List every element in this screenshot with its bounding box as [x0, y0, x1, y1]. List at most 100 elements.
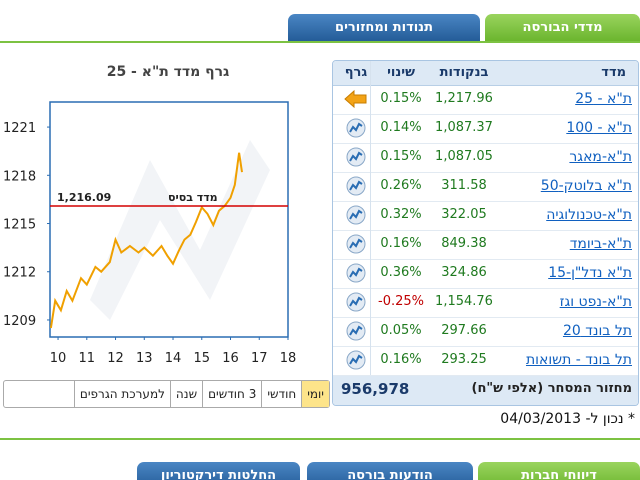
tab[interactable]: תנודות ומחזורים [288, 14, 480, 41]
index-link[interactable]: ת"א-נפט וגז [559, 294, 632, 310]
column-header: שינוי [387, 65, 415, 80]
graph-icon[interactable] [343, 232, 369, 256]
x-tick-label: 14 [165, 351, 182, 366]
table-row: ת"א-ביומד 849.38 0.16% [333, 230, 638, 260]
x-tick-label: 13 [136, 351, 153, 366]
index-points: 1,154.76 [435, 294, 493, 309]
index-link[interactable]: תל בונד 20 [562, 323, 632, 339]
table-row: תל בונד 20 297.66 0.05% [333, 317, 638, 347]
y-tick-label: 1215 [3, 218, 36, 233]
y-tick-label: 1218 [3, 169, 36, 184]
y-tick-label: 1212 [3, 266, 36, 281]
y-tick-label: 1209 [3, 314, 36, 329]
index-change: 0.16% [380, 236, 422, 251]
index-change: 0.36% [380, 265, 422, 280]
icon-zigzag [349, 209, 363, 220]
tab[interactable]: החלטות דירקטוריון [137, 462, 300, 480]
index-change: 0.15% [380, 91, 422, 106]
index-change: -0.25% [378, 294, 424, 309]
index-change: 0.32% [380, 207, 422, 222]
graph-icon[interactable] [343, 87, 369, 111]
graph-icon[interactable] [343, 348, 369, 372]
index-link[interactable]: ת"א נדל"ן-15 [548, 265, 632, 281]
watermark [90, 140, 270, 320]
index-link[interactable]: ת"א - 100 [566, 120, 632, 136]
range-button[interactable]: שנה [169, 381, 202, 407]
graph-icon[interactable] [343, 203, 369, 227]
table-row: ת"א-נפט וגז 1,154.76 -0.25% [333, 288, 638, 318]
tab[interactable]: דיווחי חברות [478, 462, 640, 480]
icon-zigzag [349, 354, 363, 365]
table-row: ת"א-טכנולוגיה 322.05 0.32% [333, 201, 638, 231]
index-points: 1,087.05 [435, 149, 493, 164]
indices-table: מדד בנקודות שינוי גרף מחזור המסחר (אלפי ש"ח… [332, 60, 639, 406]
turnover-value: 956,978 [341, 380, 410, 398]
range-button[interactable]: חודשי [261, 381, 301, 407]
range-button[interactable]: למערכת הגרפים [73, 381, 170, 407]
index-link[interactable]: תל בונד - תשואות [525, 352, 632, 368]
tab[interactable]: מדדי הבורסה [485, 14, 640, 41]
index-change: 0.14% [380, 120, 422, 135]
column-header: מדד [601, 65, 626, 80]
range-button[interactable]: 3 חודשים [202, 381, 261, 407]
icon-zigzag [349, 325, 363, 336]
baseline-text: מדד בסיס [168, 191, 218, 204]
column-header: בנקודות [439, 65, 489, 80]
table-row: ת"א-מאגר 1,087.05 0.15% [333, 143, 638, 173]
table-footer: מחזור המסחר (אלפי ש"ח) 956,978 [333, 375, 638, 405]
index-points: 297.66 [441, 323, 487, 338]
index-change: 0.26% [380, 178, 422, 193]
x-tick-label: 17 [251, 351, 268, 366]
series-line [49, 152, 243, 329]
table-row: ת"א - 25 1,217.96 0.15% [333, 85, 638, 115]
range-button[interactable]: יומי [301, 381, 329, 407]
graph-icon[interactable] [343, 174, 369, 198]
arrow-icon [344, 89, 367, 109]
index-link[interactable]: ת"א-טכנולוגיה [546, 207, 632, 223]
column-header: גרף [344, 65, 368, 80]
graph-icon[interactable] [343, 116, 369, 140]
x-tick-label: 10 [50, 351, 67, 366]
icon-zigzag [349, 296, 363, 307]
graph-icon[interactable] [343, 145, 369, 169]
as-of-date: * נכון ל- 04/03/2013 [500, 411, 635, 427]
table-row: ת"א נדל"ן-15 324.86 0.36% [333, 259, 638, 289]
graph-icon[interactable] [343, 290, 369, 314]
index-link[interactable]: ת"א-מאגר [569, 149, 632, 165]
chart-range-buttons: יומי חודשי 3 חודשים שנה למערכת הגרפים [3, 380, 330, 408]
index-points: 1,087.37 [435, 120, 493, 135]
table-header: מדד בנקודות שינוי גרף [333, 61, 638, 86]
chart-title: גרף מדד ת"א - 25 [107, 64, 230, 80]
x-tick-label: 11 [79, 351, 96, 366]
tab[interactable]: הודעות בורסה [307, 462, 473, 480]
divider [0, 438, 640, 440]
y-tick-label: 1221 [3, 121, 36, 136]
x-tick-label: 16 [222, 351, 239, 366]
divider [0, 41, 640, 43]
table-row: ת"א בלוטק-50 311.58 0.26% [333, 172, 638, 202]
x-tick-label: 12 [107, 351, 124, 366]
index-points: 324.86 [441, 265, 487, 280]
icon-zigzag [349, 267, 363, 278]
index-change: 0.15% [380, 149, 422, 164]
column-separator [370, 61, 371, 375]
graph-icon[interactable] [343, 261, 369, 285]
index-link[interactable]: ת"א-ביומד [569, 236, 632, 252]
turnover-label: מחזור המסחר (אלפי ש"ח) [471, 381, 633, 396]
icon-zigzag [349, 180, 363, 191]
index-link[interactable]: ת"א בלוטק-50 [540, 178, 632, 194]
index-link[interactable]: ת"א - 25 [575, 91, 632, 107]
index-points: 1,217.96 [435, 91, 493, 106]
index-points: 293.25 [441, 352, 487, 367]
icon-zigzag [349, 122, 363, 133]
index-points: 322.05 [441, 207, 487, 222]
graph-icon[interactable] [343, 319, 369, 343]
index-points: 849.38 [441, 236, 487, 251]
baseline-value: 1,216.09 [57, 191, 111, 204]
index-change: 0.05% [380, 323, 422, 338]
table-row: ת"א - 100 1,087.37 0.14% [333, 114, 638, 144]
x-tick-label: 15 [193, 351, 210, 366]
icon-zigzag [349, 238, 363, 249]
